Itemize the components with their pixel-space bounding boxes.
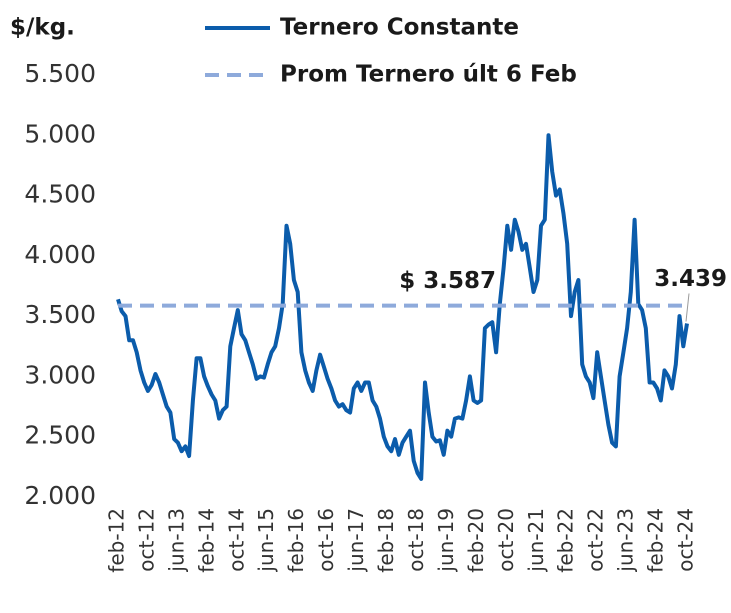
leader-line [685, 293, 690, 322]
y-tick-label: 3.000 [24, 360, 96, 389]
x-tick-label: oct-16 [314, 508, 338, 572]
x-tick-label: jun-13 [164, 508, 188, 573]
y-tick-label: 5.500 [24, 59, 96, 88]
x-tick-label: feb-16 [284, 508, 308, 573]
average-label: $ 3.587 [399, 268, 496, 294]
y-tick-label: 4.500 [24, 180, 96, 209]
series-line [116, 133, 689, 481]
y-tick-label: 5.000 [24, 119, 96, 148]
x-tick-label: oct-18 [404, 508, 428, 572]
x-tick-label: oct-22 [584, 508, 608, 572]
x-tick-label: jun-21 [524, 508, 548, 573]
x-tick-label: jun-23 [614, 508, 638, 573]
x-tick-label: feb-24 [644, 508, 668, 573]
y-tick-label: 4.000 [24, 240, 96, 269]
legend-label: Prom Ternero últ 6 Feb [280, 62, 577, 88]
y-tick-label: 2.000 [24, 481, 96, 510]
end-label: 3.439 [654, 266, 727, 292]
x-tick-label: feb-14 [194, 508, 218, 573]
x-tick-label: feb-18 [374, 508, 398, 573]
x-tick-label: oct-12 [134, 508, 158, 572]
x-tick-label: feb-22 [554, 508, 578, 573]
x-tick-label: oct-14 [224, 508, 248, 572]
x-tick-label: feb-20 [464, 508, 488, 573]
x-tick-label: jun-15 [254, 508, 278, 573]
x-tick-label: jun-17 [344, 508, 368, 573]
x-tick-label: oct-20 [494, 508, 518, 572]
x-tick-label: feb-12 [105, 508, 129, 573]
x-tick-label: oct-24 [674, 508, 698, 572]
y-tick-label: 3.500 [24, 300, 96, 329]
x-tick-label: jun-19 [434, 508, 458, 573]
y-tick-label: 2.500 [24, 421, 96, 450]
y-axis-label: $/kg. [10, 15, 75, 41]
legend-label: Ternero Constante [280, 15, 519, 41]
